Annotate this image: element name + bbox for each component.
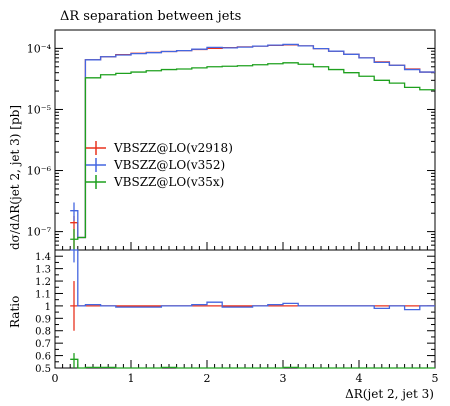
ratio-tick-label: 0.9 xyxy=(35,314,51,325)
ratio-series-group xyxy=(70,249,435,369)
legend-entry-2: VBSZZ@LO(v35x) xyxy=(113,175,224,189)
legend-entry-0: VBSZZ@LO(v2918) xyxy=(113,141,233,155)
chart-title: ΔR separation between jets xyxy=(60,9,241,24)
x-tick-label: 0 xyxy=(52,372,59,385)
y-tick-label: 10⁻⁷ xyxy=(27,226,52,239)
legend-entry-1: VBSZZ@LO(v352) xyxy=(113,158,225,172)
ratio-tick-label: 1.2 xyxy=(35,277,51,288)
y-tick-label: 10⁻⁶ xyxy=(27,165,52,178)
x-tick-label: 2 xyxy=(204,372,211,385)
ratio-line-2 xyxy=(70,358,435,369)
y-tick-label: 10⁻⁵ xyxy=(27,103,51,116)
x-tick-label: 5 xyxy=(432,372,439,385)
main-series-group xyxy=(70,43,435,250)
y-axis-label: dσ/dΔR(jet 2, jet 3) [pb] xyxy=(8,105,22,250)
x-axis-label: ΔR(jet 2, jet 3) xyxy=(345,387,434,401)
ratio-tick-label: 0.6 xyxy=(35,352,51,363)
main-y-axis: 10⁻⁷ 10⁻⁶ 10⁻⁵ 10⁻⁴ xyxy=(27,29,435,251)
ratio-tick-label: 1.1 xyxy=(35,289,51,300)
ratio-tick-label: 0.8 xyxy=(35,327,51,338)
series-line-1 xyxy=(70,43,435,239)
ratio-tick-label: 0.7 xyxy=(35,339,51,350)
x-axis: 0 1 2 3 4 5 xyxy=(52,242,439,385)
ratio-tick-label: 0.5 xyxy=(35,364,51,375)
x-tick-label: 4 xyxy=(356,372,363,385)
ratio-axis-label: Ratio xyxy=(8,296,22,328)
ratio-line-1 xyxy=(70,249,435,311)
x-tick-label: 3 xyxy=(280,372,287,385)
ratio-tick-label: 1 xyxy=(45,302,51,313)
x-tick-label: 1 xyxy=(128,372,135,385)
y-tick-label: 10⁻⁴ xyxy=(27,42,52,55)
series-line-2 xyxy=(70,62,435,240)
legend: VBSZZ@LO(v2918) VBSZZ@LO(v352) VBSZZ@LO(v3… xyxy=(86,141,233,189)
ratio-y-axis: 0.50.6 0.70.8 0.91 1.11.21.3 1.4 xyxy=(35,249,435,375)
ratio-tick-label: 1.3 xyxy=(35,265,51,276)
ratio-tick-label: 1.4 xyxy=(35,252,51,263)
